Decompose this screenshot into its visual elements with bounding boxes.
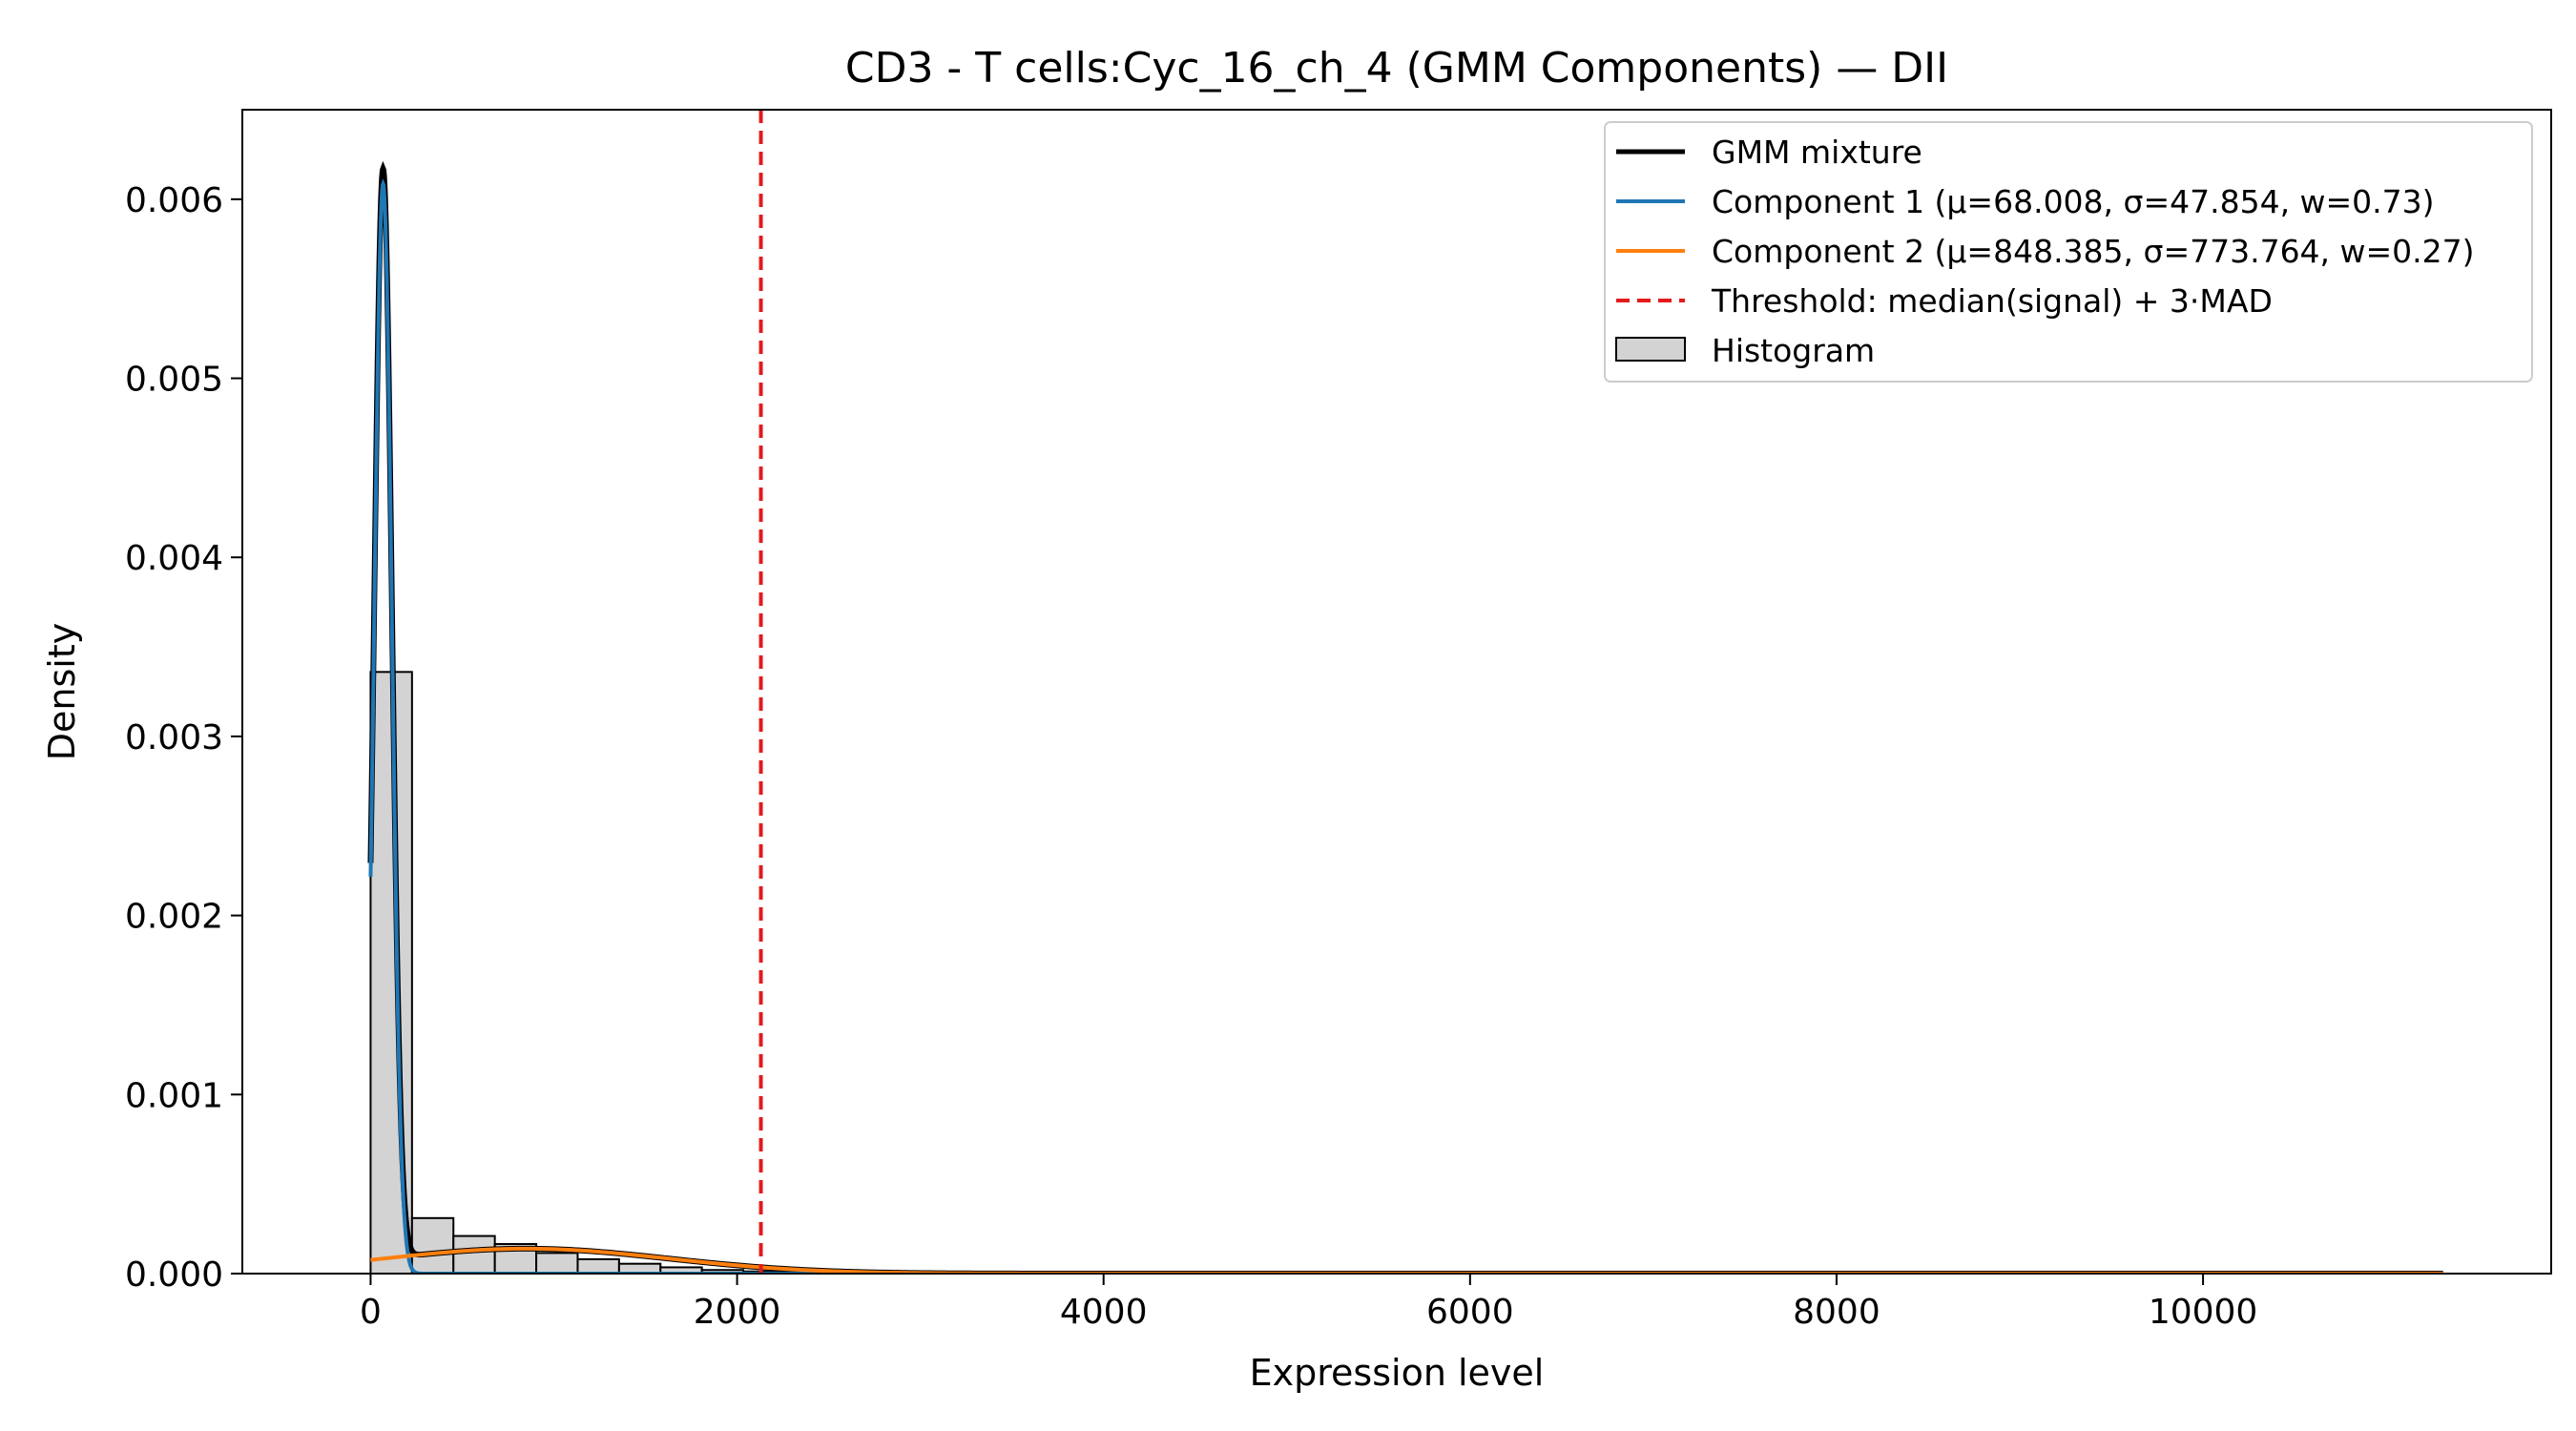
x-axis-ticks: 0 2000 4000 6000 8000 10000 [360, 1274, 2257, 1332]
legend-label-component-1: Component 1 (μ=68.008, σ=47.854, w=0.73) [1712, 183, 2435, 220]
legend-frame [1604, 121, 2533, 383]
histogram-bars [369, 671, 993, 1274]
histogram-bar [576, 1257, 620, 1274]
y-tick-label: 0.004 [125, 539, 223, 578]
x-tick-label: 2000 [694, 1293, 781, 1332]
y-tick-label: 0.006 [125, 181, 223, 220]
y-tick-label: 0.002 [125, 898, 223, 937]
legend-handle-histogram [1615, 337, 1686, 362]
gmm-component-2-curve [370, 1246, 2443, 1274]
x-tick-label: 0 [360, 1293, 382, 1332]
x-tick-label: 4000 [1060, 1293, 1148, 1332]
x-tick-label: 6000 [1426, 1293, 1514, 1332]
chart-title: CD3 - T cells:Cyc_16_ch_4 (GMM Component… [845, 44, 1948, 93]
legend-label-histogram: Histogram [1712, 332, 1875, 369]
gmm-curves [367, 160, 2443, 1274]
plot-frame [241, 109, 2552, 1275]
y-tick-label: 0.003 [125, 718, 223, 757]
histogram-bar [369, 671, 413, 1274]
legend-label-mixture: GMM mixture [1712, 134, 1922, 171]
legend: GMM mixture Component 1 (μ=68.008, σ=47.… [1604, 121, 2533, 383]
x-tick-label: 8000 [1793, 1293, 1880, 1332]
histogram-bar [535, 1252, 579, 1274]
x-axis-label: Expression level [1250, 1352, 1545, 1394]
y-tick-label: 0.000 [125, 1255, 223, 1295]
x-tick-label: 10000 [2149, 1293, 2258, 1332]
y-axis-label: Density [41, 623, 83, 760]
legend-label-component-2: Component 2 (μ=848.385, σ=773.764, w=0.2… [1712, 233, 2475, 270]
legend-label-threshold: Threshold: median(signal) + 3·MAD [1711, 282, 2273, 320]
y-tick-label: 0.005 [125, 361, 223, 400]
y-axis-ticks: 0.000 0.001 0.002 0.003 0.004 0.005 0.006 [125, 181, 242, 1295]
histogram-bar [410, 1216, 455, 1274]
y-tick-label: 0.001 [125, 1076, 223, 1115]
histogram-bar [452, 1234, 496, 1274]
